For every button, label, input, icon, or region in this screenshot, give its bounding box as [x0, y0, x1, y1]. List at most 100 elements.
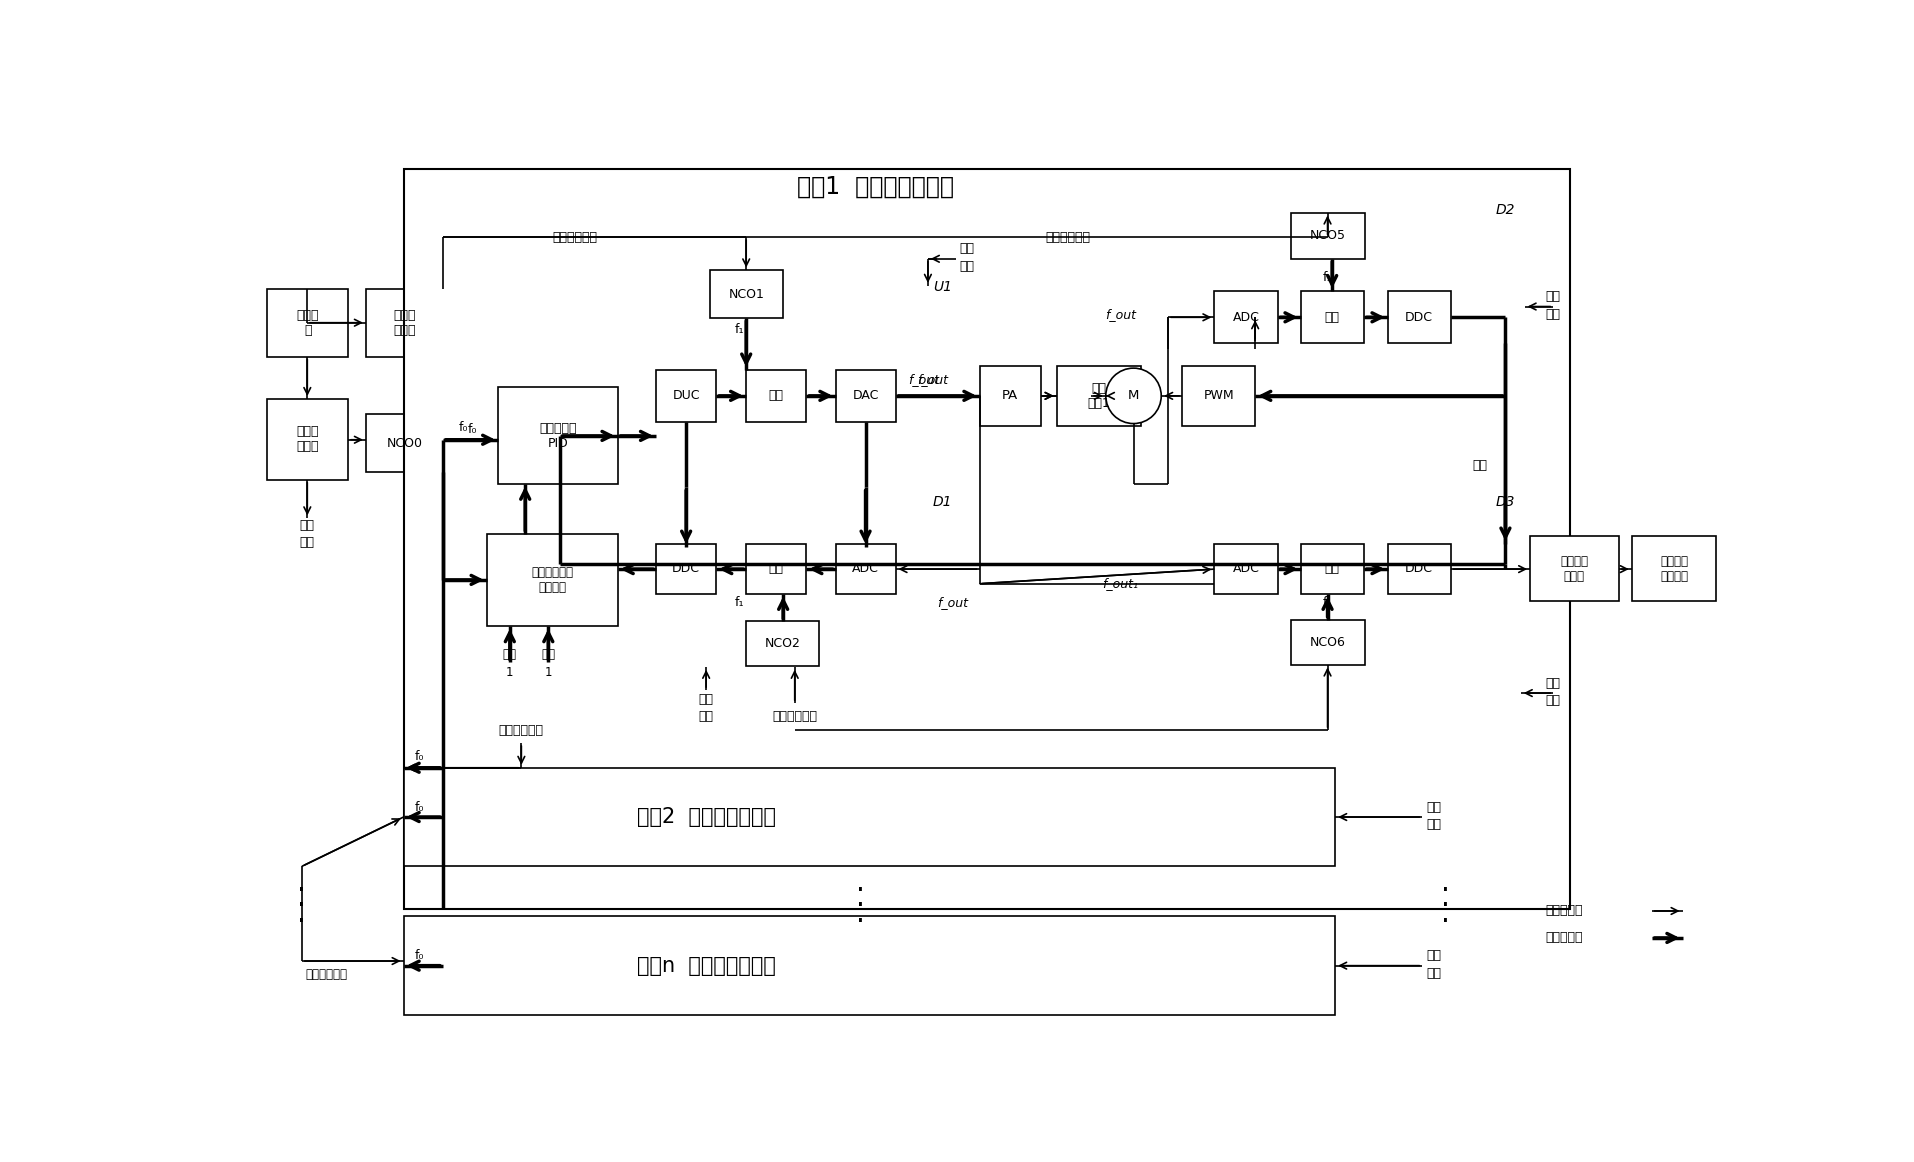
- Text: 控制信号：: 控制信号：: [1545, 904, 1583, 918]
- Text: 时钟产
生模块: 时钟产 生模块: [297, 425, 320, 453]
- Bar: [1300, 292, 1363, 344]
- Bar: [1529, 536, 1617, 602]
- Bar: [1057, 366, 1141, 426]
- Bar: [498, 387, 618, 483]
- Text: f_out: f_out: [917, 373, 947, 386]
- Bar: [1290, 619, 1365, 665]
- Text: 软复位、同步: 软复位、同步: [1045, 231, 1089, 244]
- Text: f_out: f_out: [1104, 308, 1135, 321]
- Bar: [404, 768, 1334, 867]
- Text: 腔体2  低电平控制系统: 腔体2 低电平控制系统: [635, 808, 775, 827]
- Text: 时钟: 时钟: [1545, 308, 1560, 321]
- Text: 时钟: 时钟: [1545, 694, 1560, 708]
- Text: 软复位、同步: 软复位、同步: [500, 724, 544, 737]
- Text: NCO0: NCO0: [387, 437, 423, 450]
- Bar: [978, 366, 1041, 426]
- Bar: [268, 289, 348, 357]
- Text: DDC: DDC: [1405, 562, 1432, 575]
- Text: ·: ·: [856, 892, 863, 920]
- Bar: [835, 370, 896, 422]
- Text: f_out: f_out: [936, 596, 968, 610]
- Text: 混频: 混频: [1324, 310, 1340, 324]
- Text: 恒温晶
振: 恒温晶 振: [297, 309, 320, 337]
- Text: 高速: 高速: [1545, 677, 1560, 690]
- Text: f₁: f₁: [735, 596, 745, 610]
- Text: ·: ·: [297, 908, 306, 935]
- Bar: [366, 415, 442, 472]
- Text: 高速: 高速: [1426, 949, 1441, 962]
- Text: DAC: DAC: [852, 389, 879, 402]
- Text: f₁: f₁: [1323, 271, 1332, 284]
- Text: f_out₁: f_out₁: [1102, 578, 1137, 590]
- Text: ·: ·: [856, 877, 863, 905]
- Text: 加速
腔体1: 加速 腔体1: [1087, 382, 1110, 410]
- Text: 同步: 同步: [1472, 459, 1487, 473]
- Text: f₁: f₁: [1323, 596, 1332, 610]
- Text: 相位: 相位: [503, 648, 517, 661]
- Text: 混频: 混频: [768, 389, 783, 402]
- Text: 混频: 混频: [1324, 562, 1340, 575]
- Text: 1: 1: [544, 666, 551, 679]
- Text: NCO1: NCO1: [727, 288, 764, 301]
- Bar: [645, 488, 957, 674]
- Text: ·: ·: [297, 892, 306, 920]
- Text: ·: ·: [1439, 892, 1449, 920]
- Text: 时钟: 时钟: [959, 260, 974, 273]
- Text: 时钟: 时钟: [1426, 818, 1441, 831]
- Bar: [746, 544, 806, 594]
- Bar: [1213, 292, 1277, 344]
- Bar: [645, 272, 957, 488]
- Text: NCO5: NCO5: [1309, 229, 1346, 242]
- Text: f₀: f₀: [415, 801, 425, 813]
- Bar: [746, 622, 819, 666]
- Text: 高速: 高速: [959, 243, 974, 256]
- Text: D1: D1: [932, 495, 951, 509]
- Text: ·: ·: [1439, 877, 1449, 905]
- Bar: [657, 370, 716, 422]
- Text: f₁: f₁: [735, 323, 745, 336]
- Text: D3: D3: [1495, 495, 1514, 509]
- Text: 腔体n  低电平控制系统: 腔体n 低电平控制系统: [635, 955, 775, 976]
- Text: 腔体1  低电平控制系统: 腔体1 低电平控制系统: [796, 175, 953, 199]
- Text: ADC: ADC: [852, 562, 879, 575]
- Text: 同步信
号产生: 同步信 号产生: [392, 309, 415, 337]
- Bar: [1204, 488, 1520, 674]
- Text: M: M: [1127, 389, 1139, 402]
- Text: ·: ·: [1439, 908, 1449, 935]
- Circle shape: [1104, 368, 1160, 424]
- Text: 相位、幅
度检测: 相位、幅 度检测: [1560, 554, 1587, 582]
- Bar: [1290, 213, 1365, 259]
- Bar: [835, 544, 896, 594]
- Text: ADC: ADC: [1233, 310, 1259, 324]
- Bar: [1300, 544, 1363, 594]
- Bar: [710, 271, 783, 318]
- Text: 软复位、同步: 软复位、同步: [551, 231, 597, 244]
- Text: 高速: 高速: [1545, 290, 1560, 303]
- Text: 1: 1: [505, 666, 513, 679]
- Text: 数字信号：: 数字信号：: [1545, 932, 1583, 945]
- Text: DDC: DDC: [1405, 310, 1432, 324]
- Text: ·: ·: [856, 908, 863, 935]
- Text: 高速: 高速: [300, 519, 314, 532]
- Bar: [404, 168, 1569, 910]
- Text: 软复位、同步: 软复位、同步: [771, 710, 817, 724]
- Text: NCO2: NCO2: [764, 637, 800, 651]
- Text: ·: ·: [297, 877, 306, 905]
- Text: 时钟: 时钟: [300, 537, 314, 550]
- Text: f₀: f₀: [459, 421, 469, 433]
- Bar: [1388, 544, 1451, 594]
- Text: DDC: DDC: [672, 562, 701, 575]
- Bar: [268, 399, 348, 480]
- Text: f_out: f_out: [907, 373, 938, 386]
- Text: f₀: f₀: [415, 949, 425, 962]
- Bar: [657, 544, 716, 594]
- Text: 腔体调谐
频率控制: 腔体调谐 频率控制: [1659, 554, 1686, 582]
- Text: 高速: 高速: [699, 693, 714, 705]
- Bar: [1204, 195, 1520, 357]
- Bar: [1631, 536, 1715, 602]
- Bar: [404, 917, 1334, 1014]
- Bar: [1388, 292, 1451, 344]
- Text: 时钟: 时钟: [1426, 967, 1441, 980]
- Text: 高速: 高速: [1426, 801, 1441, 813]
- Bar: [366, 289, 442, 357]
